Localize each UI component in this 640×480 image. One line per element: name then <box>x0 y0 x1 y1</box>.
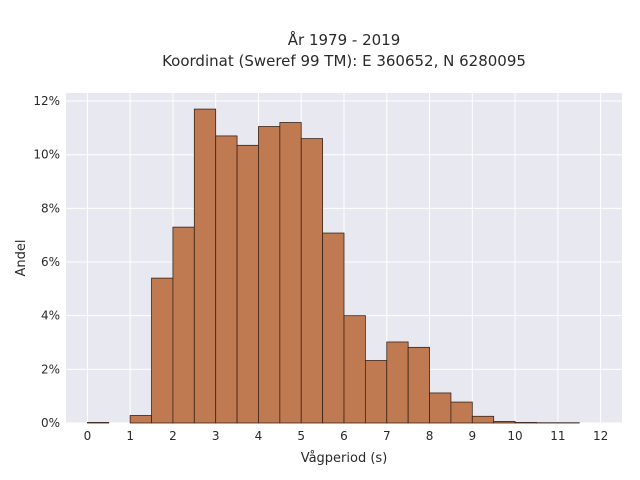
histogram-bar <box>386 341 409 424</box>
y-tick-label: 12% <box>33 94 60 108</box>
y-axis-ticks: 0% 2% 4% 6% 8% 10% 12% <box>33 94 60 430</box>
histogram-bar <box>258 126 281 424</box>
x-tick-label: 10 <box>507 429 522 443</box>
x-tick-label: 1 <box>126 429 134 443</box>
histogram-bar <box>429 392 452 424</box>
histogram-bar <box>300 138 324 424</box>
histogram-bar <box>193 108 217 424</box>
histogram-bar <box>514 422 537 424</box>
histogram-bar <box>279 122 302 424</box>
x-tick-label: 2 <box>169 429 177 443</box>
histogram-bar <box>215 135 238 424</box>
histogram-bar <box>129 415 152 424</box>
x-tick-label: 4 <box>255 429 263 443</box>
histogram-bar <box>322 232 345 424</box>
x-axis-label: Vågperiod (s) <box>301 451 388 466</box>
x-tick-label: 5 <box>297 429 305 443</box>
chart-title-line1: År 1979 - 2019 <box>288 30 401 49</box>
x-tick-label: 8 <box>426 429 434 443</box>
x-tick-label: 12 <box>593 429 608 443</box>
y-tick-label: 4% <box>41 309 60 323</box>
histogram-bar <box>151 277 174 424</box>
histogram-bar <box>236 144 259 424</box>
x-tick-label: 11 <box>550 429 565 443</box>
y-tick-label: 8% <box>41 201 60 215</box>
histogram-bar <box>450 401 473 424</box>
x-tick-label: 6 <box>340 429 348 443</box>
histogram-bar <box>343 315 366 424</box>
histogram-bar <box>407 346 430 424</box>
histogram-bar <box>471 415 495 424</box>
y-axis-label: Andel <box>14 240 29 277</box>
x-tick-label: 0 <box>84 429 92 443</box>
y-tick-label: 0% <box>41 416 60 430</box>
x-axis-ticks: 0 1 2 3 4 5 6 7 8 9 10 11 12 <box>84 429 609 443</box>
x-tick-label: 7 <box>383 429 391 443</box>
y-tick-label: 6% <box>41 255 60 269</box>
histogram-bar <box>364 360 388 424</box>
bars-group <box>86 108 580 424</box>
x-tick-label: 9 <box>468 429 476 443</box>
histogram-bar <box>493 420 516 424</box>
y-tick-label: 2% <box>41 362 60 376</box>
y-tick-label: 10% <box>33 148 60 162</box>
chart-title-line2: Koordinat (Sweref 99 TM): E 360652, N 62… <box>162 52 526 70</box>
histogram-bar <box>86 422 110 424</box>
x-tick-label: 3 <box>212 429 220 443</box>
histogram-bar <box>172 226 195 424</box>
